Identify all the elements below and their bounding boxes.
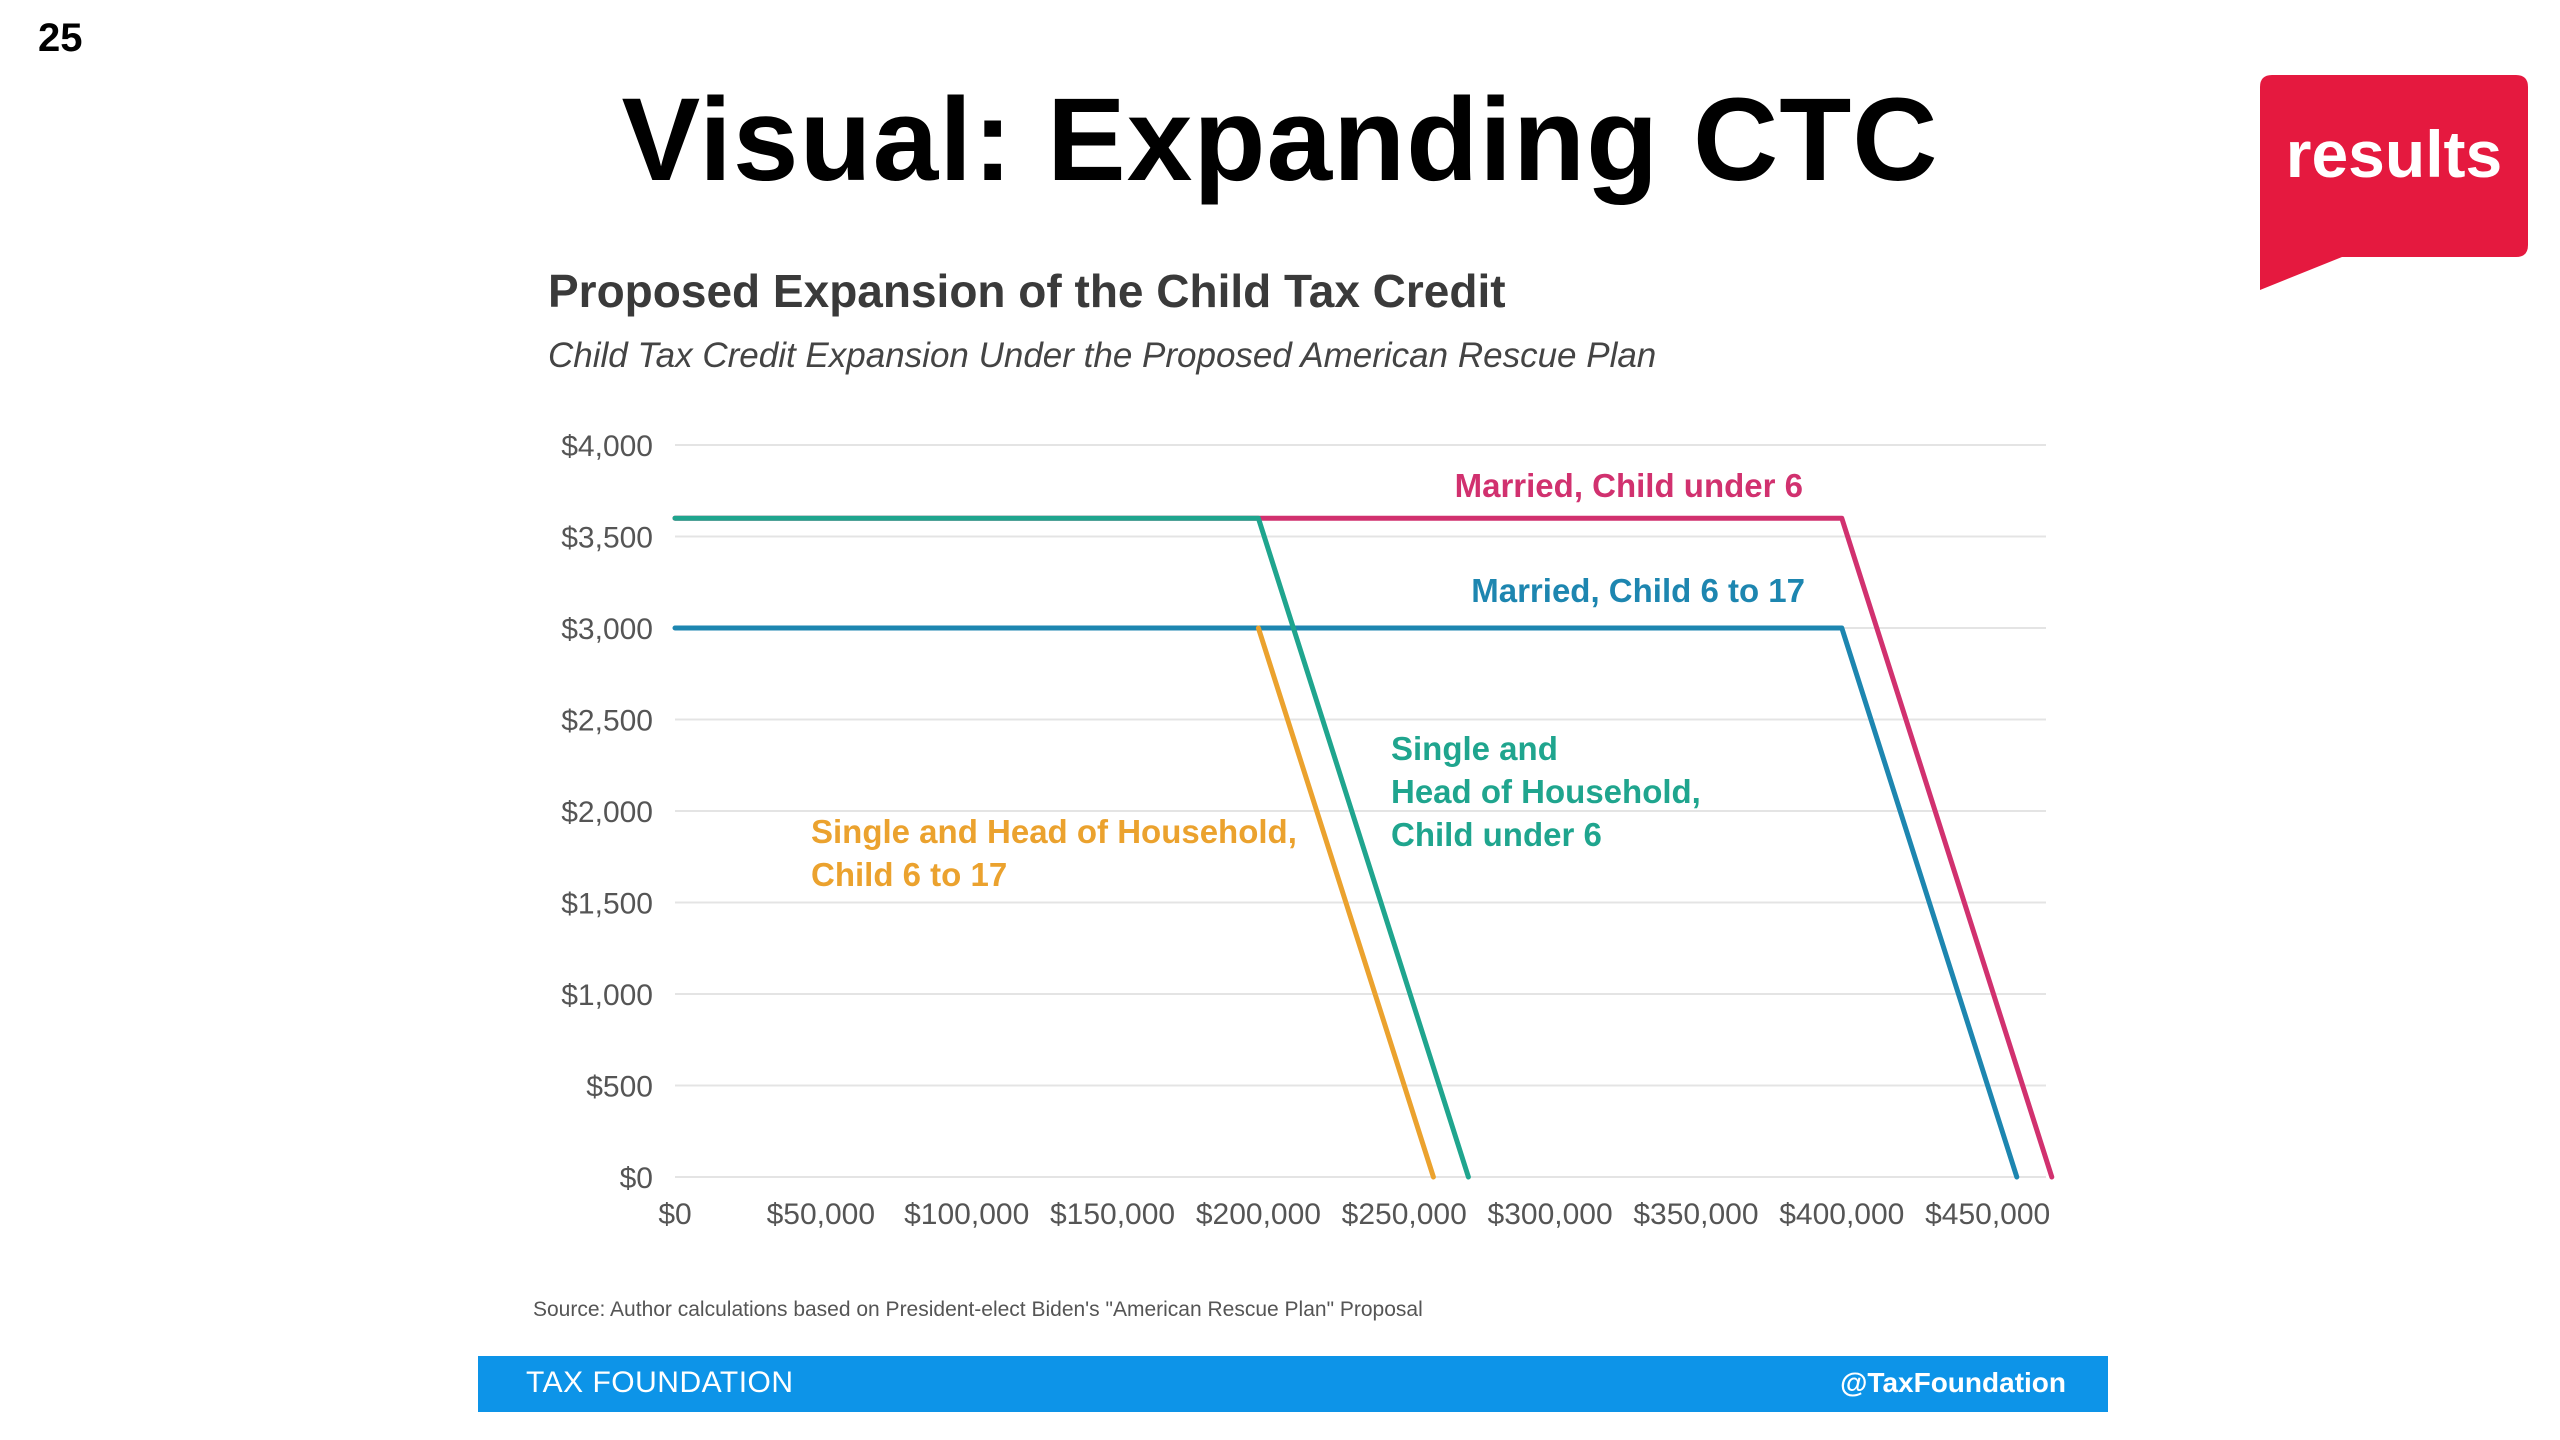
x-tick-label: $0	[658, 1198, 691, 1231]
series-label-line: Child under 6	[1391, 816, 1602, 853]
results-logo: results	[2260, 75, 2528, 290]
y-tick-label: $1,000	[561, 979, 653, 1012]
chart-source: Source: Author calculations based on Pre…	[533, 1298, 1423, 1321]
series-label-line: Single and Head of Household,	[811, 813, 1297, 850]
x-tick-label: $300,000	[1488, 1198, 1613, 1231]
series-label-line: Single and	[1391, 730, 1558, 767]
x-tick-label: $450,000	[1925, 1198, 2050, 1231]
x-tick-label: $250,000	[1342, 1198, 1467, 1231]
slide-number: 25	[38, 16, 83, 60]
footer-handle: @TaxFoundation	[1840, 1367, 2066, 1398]
series-label-married-child-under-6: Married, Child under 6	[1455, 467, 1803, 504]
series-line-single-hoh-child-under-6	[672, 515, 1471, 1180]
footer-brand: TAX FOUNDATION	[526, 1366, 794, 1399]
slide-title: Visual: Expanding CTC	[621, 74, 1939, 206]
grid-lines	[675, 444, 2046, 1178]
y-tick-label: $2,500	[561, 705, 653, 738]
x-axis-ticks: $0 $50,000 $100,000 $150,000 $200,000 $250,00…	[658, 1198, 2050, 1231]
series-label-line: Married, Child 6 to 17	[1471, 572, 1805, 609]
series-lines	[672, 515, 2055, 1180]
y-axis-ticks: $0 $500 $1,000 $1,500 $2,000 $2,500 $3,000 $3,5…	[561, 430, 653, 1195]
series-label-single-hoh-child-6-to-17: Single and Head of Household, Child 6 to …	[811, 813, 1297, 893]
x-tick-label: $50,000	[767, 1198, 875, 1231]
series-label-line: Married, Child under 6	[1455, 467, 1803, 504]
ctc-line-chart: Proposed Expansion of the Child Tax Cred…	[533, 265, 2055, 1321]
series-label-line: Child 6 to 17	[811, 856, 1007, 893]
series-label-married-child-6-to-17: Married, Child 6 to 17	[1471, 572, 1805, 609]
y-tick-label: $2,000	[561, 796, 653, 829]
logo-speech-bubble	[2260, 75, 2528, 290]
series-line-single-hoh-child-6-to-17	[1255, 625, 1436, 1180]
x-tick-label: $350,000	[1633, 1198, 1758, 1231]
y-tick-label: $3,500	[561, 522, 653, 555]
x-tick-label: $100,000	[904, 1198, 1029, 1231]
chart-subtitle: Child Tax Credit Expansion Under the Pro…	[548, 336, 1656, 375]
x-tick-label: $400,000	[1779, 1198, 1904, 1231]
series-label-line: Head of Household,	[1391, 773, 1701, 810]
x-tick-label: $200,000	[1196, 1198, 1321, 1231]
y-tick-label: $0	[620, 1162, 653, 1195]
logo-text: results	[2286, 117, 2502, 191]
y-tick-label: $4,000	[561, 430, 653, 463]
series-labels: Married, Child under 6 Married, Child 6 t…	[811, 467, 1805, 893]
chart-title: Proposed Expansion of the Child Tax Cred…	[548, 265, 1506, 317]
x-tick-label: $150,000	[1050, 1198, 1175, 1231]
y-tick-label: $3,000	[561, 613, 653, 646]
y-tick-label: $1,500	[561, 888, 653, 921]
footer-bar: TAX FOUNDATION @TaxFoundation	[478, 1356, 2108, 1412]
y-tick-label: $500	[586, 1071, 653, 1104]
series-line-married-child-6-to-17	[672, 625, 2020, 1180]
series-label-single-hoh-child-under-6: Single and Head of Household, Child under …	[1391, 730, 1701, 853]
chart-image: Proposed Expansion of the Child Tax Cred…	[478, 250, 2108, 1410]
